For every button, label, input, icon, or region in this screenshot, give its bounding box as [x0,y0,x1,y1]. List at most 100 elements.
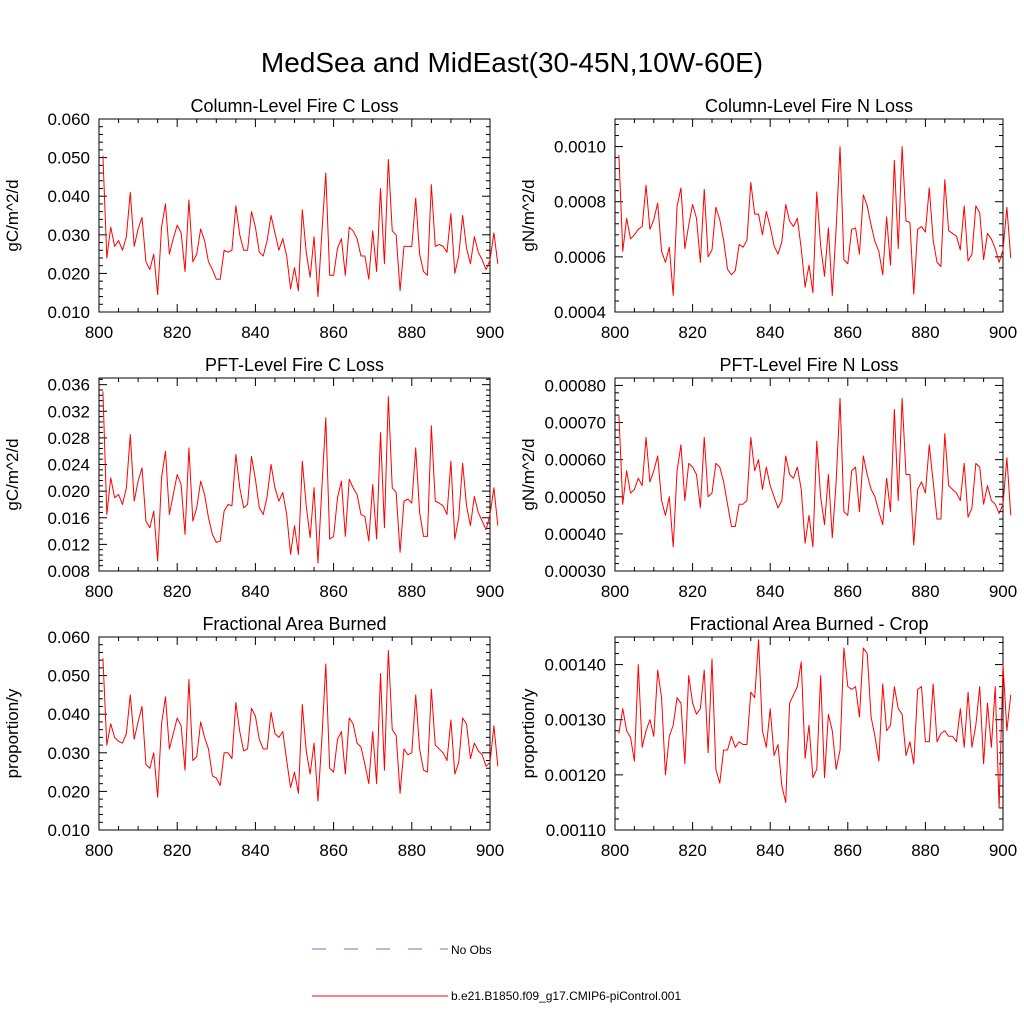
x-tick-label: 880 [911,323,939,342]
y-tick-label: 0.0010 [554,138,606,157]
x-tick-label: 900 [476,841,504,860]
y-tick-label: 0.00040 [545,525,606,544]
y-tick-label: 0.028 [47,429,90,448]
y-tick-label: 0.020 [47,264,90,283]
y-tick-label: 0.00110 [546,821,606,840]
x-tick-label: 800 [601,323,629,342]
x-tick-label: 840 [241,841,269,860]
panel-title: PFT-Level Fire C Loss [205,355,384,375]
x-tick-label: 820 [163,841,191,860]
y-tick-label: 0.0006 [554,248,606,267]
chart-fab-crop: Fractional Area Burned - Crop 800 820 840 86… [519,614,1017,860]
y-tick-label: 0.008 [47,562,90,581]
y-tick-label: 0.030 [47,744,90,763]
x-tick-label: 840 [756,582,784,601]
y-tick-label: 0.00130 [545,711,606,730]
y-tick-label: 0.010 [47,821,90,840]
y-axis-label: proportion/y [519,688,538,778]
y-tick-label: 0.00050 [545,488,606,507]
x-tick-label: 800 [85,323,113,342]
plot-frame [98,118,491,313]
x-tick-label: 900 [989,841,1017,860]
x-tick-label: 860 [319,841,347,860]
panel-title: Column-Level Fire N Loss [705,96,913,116]
y-tick-label: 0.060 [47,110,90,129]
y-tick-label: 0.024 [47,456,90,475]
y-tick-label: 0.00060 [545,451,606,470]
y-tick-label: 0.00070 [545,414,606,433]
x-tick-label: 840 [241,323,269,342]
legend: No Obs b.e21.B1850.f09_g17.CMIP6-piContr… [312,943,681,1003]
x-tick-label: 900 [989,582,1017,601]
y-tick-label: 0.020 [47,482,90,501]
y-axis-label: gC/m^2/d [3,438,22,510]
x-tick-label: 860 [834,841,862,860]
series-line-model [102,650,499,802]
series-line-model [618,397,1012,548]
plot-frame [614,636,1004,831]
y-tick-label: 0.016 [47,509,90,528]
panel-title: PFT-Level Fire N Loss [719,355,898,375]
x-tick-label: 860 [319,323,347,342]
x-tick-label: 900 [476,582,504,601]
x-tick-label: 820 [678,841,706,860]
x-tick-label: 820 [678,582,706,601]
chart-col-n: Column-Level Fire N Loss 800 820 840 860 880 9… [519,96,1017,342]
x-tick-label: 880 [911,841,939,860]
series-line-model [618,639,1012,809]
y-tick-label: 0.020 [47,782,90,801]
plot-frame [614,118,1004,313]
panel-title: Column-Level Fire C Loss [190,96,398,116]
x-tick-label: 800 [85,841,113,860]
x-tick-label: 840 [756,841,784,860]
y-tick-label: 0.00120 [545,766,606,785]
x-tick-label: 800 [85,582,113,601]
y-tick-label: 0.00030 [545,562,606,581]
legend-label-model: b.e21.B1850.f09_g17.CMIP6-piControl.001 [451,989,681,1003]
y-tick-label: 0.010 [47,303,90,322]
x-tick-label: 880 [398,582,426,601]
x-tick-label: 880 [398,841,426,860]
x-tick-label: 860 [834,323,862,342]
plot-frame [98,377,491,572]
y-tick-label: 0.0004 [554,303,606,322]
series-line-model [102,391,499,564]
chart-fab: Fractional Area Burned 800 820 840 860 880 900… [3,614,504,860]
chart-panels: Column-Level Fire C Loss 800 820 840 860 880 9… [3,96,1017,860]
x-tick-label: 880 [398,323,426,342]
chart-pft-c: PFT-Level Fire C Loss 800 820 840 860 880 900 0… [3,355,504,601]
series-line-model [618,146,1012,296]
y-tick-label: 0.00140 [545,656,606,675]
chart-pft-n: PFT-Level Fire N Loss 800 820 840 860 880 900 0… [519,355,1017,601]
y-tick-label: 0.040 [47,705,90,724]
x-tick-label: 820 [163,323,191,342]
y-axis-label: gN/m^2/d [519,179,538,251]
y-tick-label: 0.030 [47,226,90,245]
y-tick-label: 0.040 [47,187,90,206]
y-tick-label: 0.00080 [545,376,606,395]
x-tick-label: 820 [163,582,191,601]
y-tick-label: 0.036 [47,376,90,395]
chart-col-c: Column-Level Fire C Loss 800 820 840 860 880 9… [3,96,504,342]
x-tick-label: 840 [756,323,784,342]
panel-title: Fractional Area Burned - Crop [689,614,928,634]
y-tick-label: 0.012 [47,535,90,554]
series-line-model [102,155,499,298]
y-tick-label: 0.060 [47,628,90,647]
x-tick-label: 840 [241,582,269,601]
y-axis-label: gC/m^2/d [3,179,22,251]
x-tick-label: 800 [601,582,629,601]
panel-title: Fractional Area Burned [202,614,386,634]
page-title: MedSea and MidEast(30-45N,10W-60E) [261,47,763,78]
x-tick-label: 860 [319,582,347,601]
x-tick-label: 860 [834,582,862,601]
x-tick-label: 800 [601,841,629,860]
y-tick-label: 0.050 [47,667,90,686]
y-axis-label: gN/m^2/d [519,438,538,510]
plot-frame [98,636,491,831]
x-tick-label: 900 [476,323,504,342]
x-tick-label: 900 [989,323,1017,342]
y-axis-label: proportion/y [3,688,22,778]
x-tick-label: 880 [911,582,939,601]
